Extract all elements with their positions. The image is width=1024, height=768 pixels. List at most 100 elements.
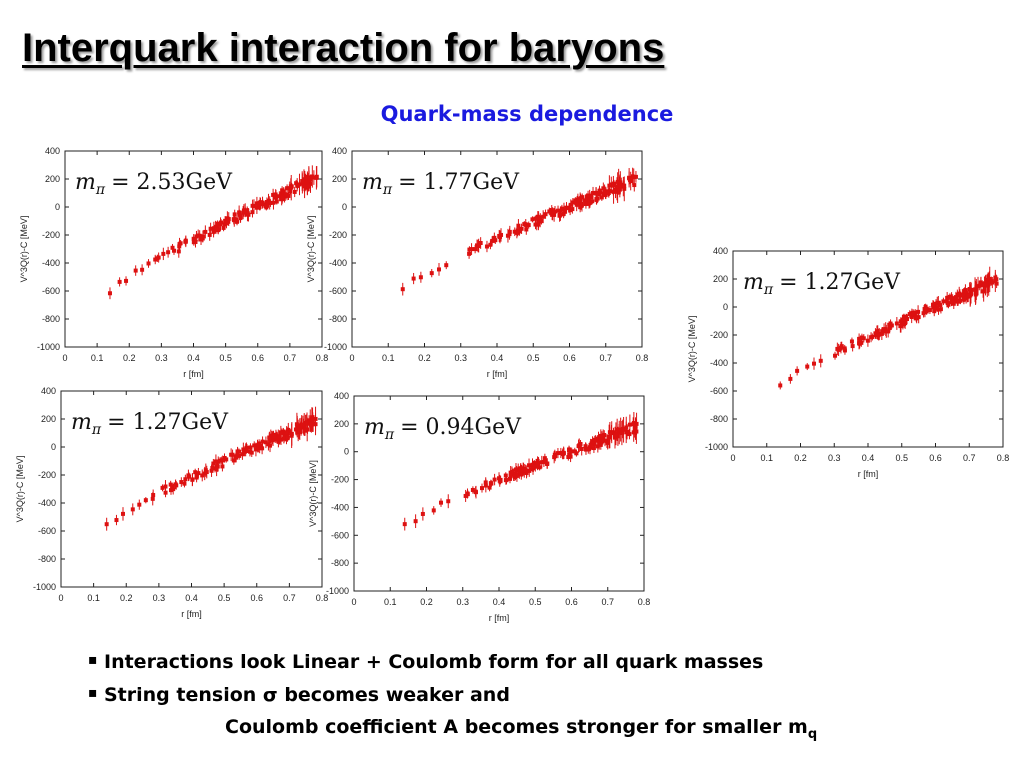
data-point: [172, 248, 177, 253]
data-point: [913, 310, 918, 315]
data-point: [418, 275, 423, 280]
plot-frame: [60, 390, 323, 588]
data-point: [492, 235, 497, 240]
data-point: [573, 198, 578, 203]
y-tick-label: -600: [38, 526, 56, 536]
data-point: [805, 364, 810, 369]
data-point: [888, 321, 893, 326]
data-point: [519, 226, 524, 231]
data-point: [914, 315, 919, 320]
data-point: [519, 472, 524, 477]
bullet-text: String tension σ becomes weaker and: [104, 684, 510, 706]
mass-label: mπ = 1.27GeV: [71, 410, 229, 438]
data-point: [533, 464, 538, 469]
data-point: [298, 423, 303, 428]
x-tick-label: 0.7: [284, 353, 297, 363]
data-point: [483, 480, 488, 485]
data-point: [617, 187, 622, 192]
data-point: [124, 278, 129, 283]
x-tick-label: 0.7: [599, 353, 612, 363]
data-point: [313, 422, 318, 427]
data-point: [278, 430, 283, 435]
data-point: [957, 293, 962, 298]
data-point: [224, 221, 229, 226]
data-point: [242, 449, 247, 454]
x-tick-label: 0: [58, 593, 63, 603]
x-tick-label: 0.1: [760, 453, 773, 463]
data-point: [305, 427, 310, 432]
y-tick-label: 400: [713, 246, 728, 256]
data-point: [193, 470, 198, 475]
data-point: [140, 267, 145, 272]
data-point: [263, 440, 268, 445]
data-point: [850, 344, 855, 349]
bullet-item: ▪ Interactions look Linear + Coulomb for…: [88, 646, 817, 679]
data-point: [296, 428, 301, 433]
y-tick-label: -1000: [324, 342, 347, 352]
data-point: [607, 183, 612, 188]
bullet-item: ▪ String tension σ becomes weaker and: [88, 679, 817, 712]
data-point: [218, 221, 223, 226]
data-point: [252, 443, 257, 448]
data-point: [930, 302, 935, 307]
data-point: [303, 177, 308, 182]
data-point: [503, 473, 508, 478]
y-tick-label: -400: [329, 258, 347, 268]
data-point: [621, 427, 626, 432]
data-point: [241, 210, 246, 215]
data-point: [191, 236, 196, 241]
x-tick-label: 0.8: [316, 353, 329, 363]
data-point: [295, 183, 300, 188]
x-tick-label: 0.1: [91, 353, 104, 363]
data-point: [476, 243, 481, 248]
data-point: [956, 299, 961, 304]
data-point: [220, 458, 225, 463]
data-point: [300, 179, 305, 184]
data-point: [463, 493, 468, 498]
data-point: [634, 429, 639, 434]
data-point: [598, 433, 603, 438]
x-tick-label: 0.6: [250, 593, 263, 603]
data-point: [567, 452, 572, 457]
data-point: [513, 467, 518, 472]
data-point: [966, 293, 971, 298]
data-point: [545, 461, 550, 466]
data-point: [561, 207, 566, 212]
data-point: [281, 436, 286, 441]
y-tick-label: 200: [45, 174, 60, 184]
data-point: [231, 217, 236, 222]
plot-frame: [351, 150, 643, 348]
data-point: [566, 206, 571, 211]
data-point: [286, 193, 291, 198]
y-tick-label: -200: [42, 230, 60, 240]
data-point: [609, 431, 614, 436]
data-point: [310, 418, 315, 423]
data-point: [306, 176, 311, 181]
x-axis-label: r [fm]: [858, 469, 879, 479]
x-tick-label: 0.3: [153, 593, 166, 603]
data-point: [288, 189, 293, 194]
data-point: [526, 223, 531, 228]
data-point: [504, 478, 509, 483]
data-point: [276, 439, 281, 444]
data-point: [569, 449, 574, 454]
data-point: [882, 327, 887, 332]
data-point: [968, 291, 973, 296]
data-point: [559, 206, 564, 211]
y-tick-label: -1000: [37, 342, 60, 352]
data-point: [293, 427, 298, 432]
data-point: [587, 200, 592, 205]
data-point: [431, 508, 436, 513]
data-point: [553, 209, 558, 214]
x-tick-label: 0.5: [219, 353, 232, 363]
data-point: [627, 422, 632, 427]
data-point: [541, 214, 546, 219]
data-point: [574, 202, 579, 207]
data-point: [904, 317, 909, 322]
data-point: [214, 467, 219, 472]
data-point: [553, 454, 558, 459]
data-point: [873, 331, 878, 336]
data-point: [437, 267, 441, 272]
data-point: [601, 186, 606, 191]
y-tick-label: -600: [331, 530, 349, 540]
